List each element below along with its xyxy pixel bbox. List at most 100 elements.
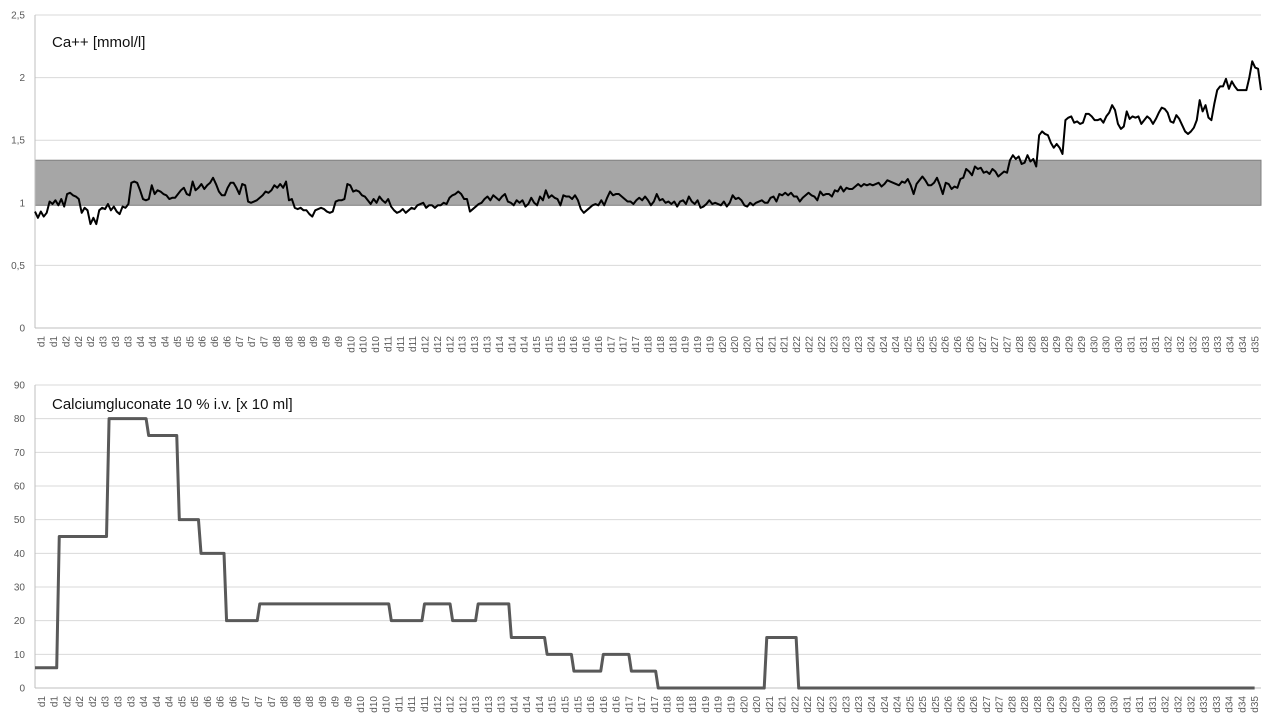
calcium-x-tick-label: d9 <box>309 336 320 348</box>
gluconate-x-tick-label: d30 <box>1084 696 1095 713</box>
gluconate-x-tick-label: d33 <box>1199 696 1210 713</box>
gluconate-x-tick-label: d17 <box>624 696 635 713</box>
gluconate-x-tick-label: d24 <box>867 696 878 713</box>
gluconate-x-tick-label: d20 <box>739 696 750 713</box>
gluconate-y-tick-label: 60 <box>14 482 26 493</box>
calcium-x-tick-label: d7 <box>235 336 246 348</box>
calcium-x-tick-label: d13 <box>470 336 481 353</box>
calcium-gridlines <box>35 15 1261 265</box>
calcium-x-tick-label: d5 <box>173 336 184 348</box>
normal-range-band <box>35 160 1261 205</box>
calcium-x-tick-label: d17 <box>606 336 617 353</box>
gluconate-x-tick-label: d31 <box>1122 696 1133 713</box>
gluconate-x-tick-label: d10 <box>356 696 367 713</box>
gluconate-x-tick-label: d9 <box>343 696 354 708</box>
gluconate-x-tick-label: d15 <box>560 696 571 713</box>
calcium-x-tick-label: d29 <box>1077 336 1088 353</box>
calcium-y-tick-label: 1,5 <box>11 136 25 147</box>
calcium-x-tick-label: d35 <box>1250 336 1261 353</box>
calcium-x-tick-label: d12 <box>445 336 456 353</box>
gluconate-x-tick-label: d28 <box>1007 696 1018 713</box>
gluconate-x-tick-label: d17 <box>637 696 648 713</box>
calcium-x-tick-label: d19 <box>681 336 692 353</box>
calcium-x-tick-label: d21 <box>767 336 778 353</box>
calcium-x-tick-label: d8 <box>297 336 308 348</box>
gluconate-x-tick-label: d11 <box>394 696 405 712</box>
calcium-x-tick-label: d14 <box>495 336 506 353</box>
gluconate-x-tick-label: d13 <box>497 696 508 713</box>
calcium-x-tick-label: d3 <box>123 336 134 348</box>
calcium-x-tick-label: d34 <box>1226 336 1237 353</box>
calcium-x-tick-label: d29 <box>1052 336 1063 353</box>
gluconate-x-tick-label: d3 <box>101 696 112 708</box>
gluconate-x-tick-label: d25 <box>905 696 916 713</box>
gluconate-x-tick-label: d32 <box>1186 696 1197 713</box>
gluconate-x-tick-label: d19 <box>714 696 725 713</box>
gluconate-x-tick-label: d31 <box>1148 696 1159 713</box>
gluconate-x-tick-label: d30 <box>1110 696 1121 713</box>
gluconate-x-tick-label: d23 <box>829 696 840 713</box>
gluconate-x-tick-label: d2 <box>75 696 86 708</box>
gluconate-x-tick-label: d12 <box>446 696 457 713</box>
gluconate-x-tick-label: d28 <box>1033 696 1044 713</box>
calcium-x-tick-label: d32 <box>1176 336 1187 353</box>
calcium-x-tick-label: d28 <box>1027 336 1038 353</box>
gluconate-x-tick-label: d9 <box>331 696 342 708</box>
gluconate-x-tick-label: d23 <box>841 696 852 713</box>
gluconate-x-tick-label: d21 <box>778 696 789 713</box>
gluconate-x-tick-label: d16 <box>586 696 597 713</box>
calcium-x-tick-label: d6 <box>210 336 221 348</box>
calcium-x-tick-label: d9 <box>334 336 345 348</box>
gluconate-x-tick-label: d13 <box>484 696 495 713</box>
calcium-x-tick-label: d6 <box>222 336 233 348</box>
calcium-x-ticks: d1 d1 d2 d2 d2 d3 d3 d3 d4 d4 d4 d5 d5 d6 d6 d6 d7 d7 d7 d8… <box>37 336 1262 353</box>
calcium-y-ticks: 00,511,522,5 <box>11 11 25 335</box>
gluconate-x-tick-label: d34 <box>1237 696 1248 713</box>
gluconate-x-tick-label: d14 <box>535 696 546 713</box>
calcium-x-tick-label: d14 <box>507 336 518 353</box>
gluconate-y-tick-label: 40 <box>14 549 26 560</box>
calcium-x-tick-label: d11 <box>396 336 407 352</box>
gluconate-x-tick-label: d4 <box>139 696 150 708</box>
gluconate-x-tick-label: d27 <box>995 696 1006 713</box>
calcium-x-tick-label: d31 <box>1151 336 1162 353</box>
gluconate-x-tick-label: d26 <box>956 696 967 713</box>
calcium-x-tick-label: d22 <box>804 336 815 353</box>
calcium-x-tick-label: d9 <box>322 336 333 348</box>
calcium-x-tick-label: d7 <box>260 336 271 348</box>
calcium-x-tick-label: d20 <box>743 336 754 353</box>
gluconate-x-tick-label: d3 <box>114 696 125 708</box>
gluconate-x-tick-label: d8 <box>292 696 303 708</box>
calcium-x-tick-label: d24 <box>891 336 902 353</box>
calcium-x-tick-label: d15 <box>532 336 543 353</box>
calcium-x-tick-label: d19 <box>705 336 716 353</box>
calcium-x-tick-label: d27 <box>990 336 1001 353</box>
calcium-x-tick-label: d23 <box>829 336 840 353</box>
calcium-x-tick-label: d16 <box>569 336 580 353</box>
calcium-x-tick-label: d17 <box>619 336 630 353</box>
calcium-x-tick-label: d25 <box>904 336 915 353</box>
calcium-y-tick-label: 2 <box>19 73 25 84</box>
calcium-x-tick-label: d13 <box>483 336 494 353</box>
gluconate-x-tick-label: d2 <box>88 696 99 708</box>
calcium-x-tick-label: d23 <box>854 336 865 353</box>
calcium-x-tick-label: d12 <box>433 336 444 353</box>
gluconate-x-tick-label: d25 <box>931 696 942 713</box>
gluconate-x-tick-label: d14 <box>509 696 520 713</box>
gluconate-x-tick-label: d17 <box>650 696 661 713</box>
calcium-x-tick-label: d27 <box>1003 336 1014 353</box>
gluconate-x-tick-label: d11 <box>420 696 431 712</box>
gluconate-x-tick-label: d11 <box>407 696 418 712</box>
gluconate-x-tick-label: d24 <box>893 696 904 713</box>
gluconate-y-tick-label: 0 <box>19 684 25 695</box>
gluconate-x-tick-label: d20 <box>752 696 763 713</box>
calcium-x-tick-label: d11 <box>408 336 419 352</box>
gluconate-x-tick-label: d5 <box>190 696 201 708</box>
calcium-x-tick-label: d30 <box>1089 336 1100 353</box>
gluconate-x-tick-label: d3 <box>126 696 137 708</box>
gluconate-x-tick-label: d28 <box>1020 696 1031 713</box>
gluconate-x-tick-label: d24 <box>880 696 891 713</box>
gluconate-x-tick-label: d14 <box>522 696 533 713</box>
gluconate-chart-title: Calciumgluconate 10 % i.v. [x 10 ml] <box>52 396 293 413</box>
calcium-x-tick-label: d10 <box>371 336 382 353</box>
